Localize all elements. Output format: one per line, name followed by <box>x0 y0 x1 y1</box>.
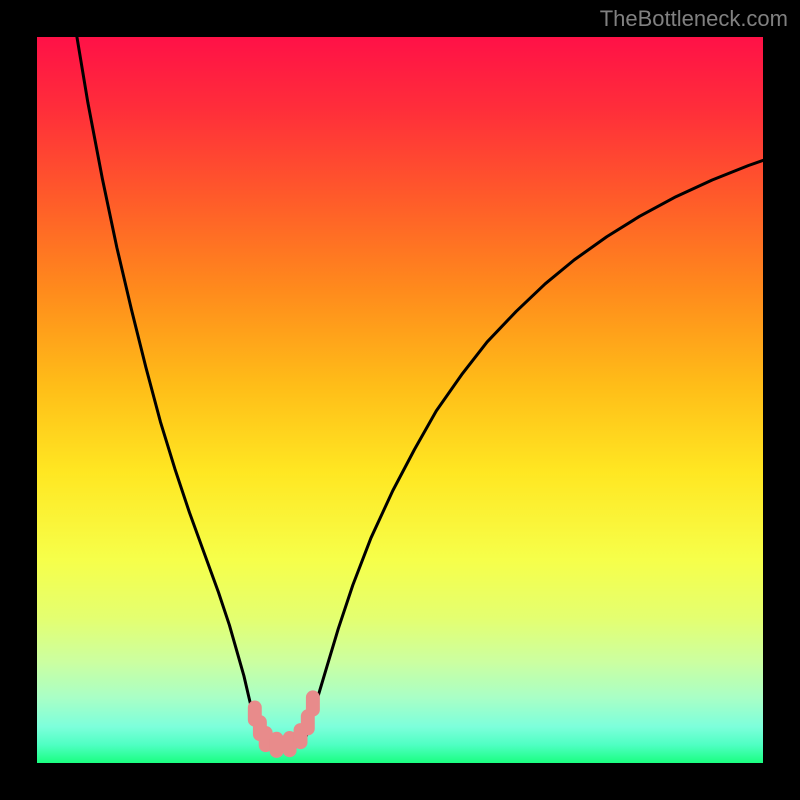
plot-area <box>37 37 763 763</box>
curve-marker <box>306 690 320 716</box>
watermark-text: TheBottleneck.com <box>600 6 788 32</box>
gradient-background <box>37 37 763 763</box>
curve-marker <box>270 732 284 758</box>
plot-svg <box>37 37 763 763</box>
chart-container: TheBottleneck.com <box>0 0 800 800</box>
